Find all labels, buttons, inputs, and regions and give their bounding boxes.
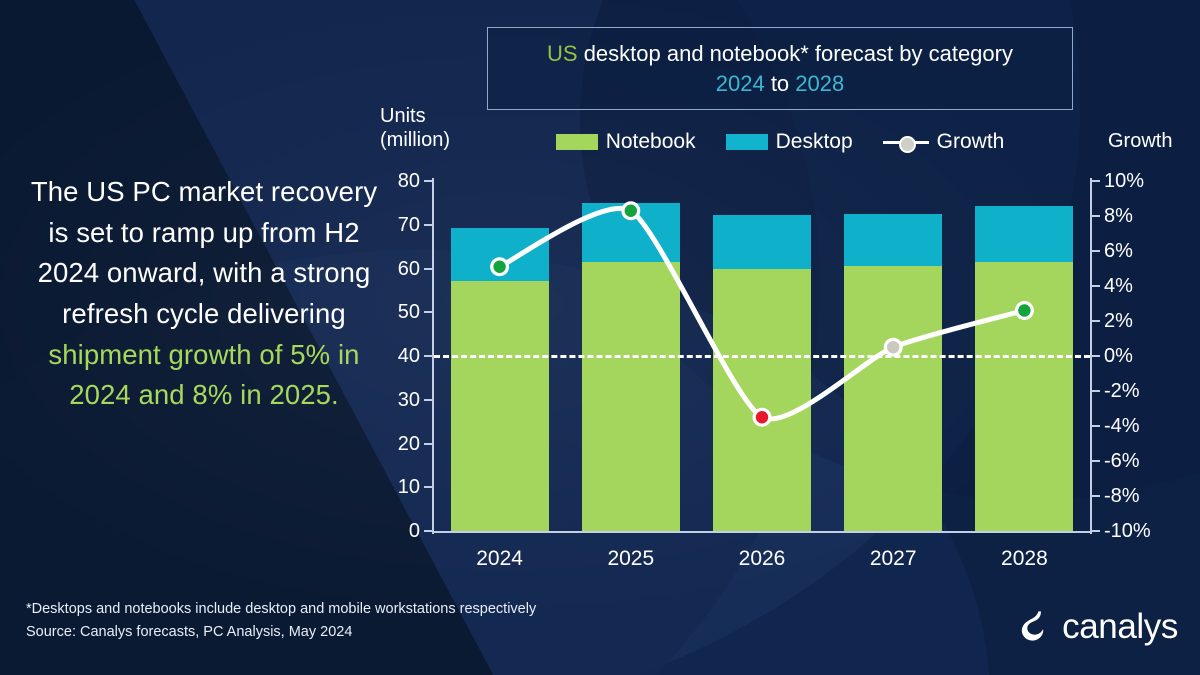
y-tick-left (424, 398, 432, 401)
footnote: *Desktops and notebooks include desktop … (26, 598, 536, 645)
bar-segment-desktop (581, 202, 680, 262)
legend-marker-growth-icon (882, 134, 929, 153)
y-tick-left (424, 355, 432, 357)
y-tick-label-right: -6% (1104, 450, 1140, 472)
bar-segment-notebook (581, 261, 680, 531)
x-axis-label-2027: 2027 (869, 547, 917, 570)
y-tick-label-right: 10% (1104, 170, 1145, 192)
y-tick-right (1092, 180, 1100, 182)
left-axis-title-line2: (million) (380, 129, 450, 152)
bar-2024[interactable] (450, 227, 549, 531)
title-year-to: 2028 (795, 70, 845, 96)
legend-swatch-notebook (555, 134, 598, 150)
y-tick-right (1092, 460, 1100, 462)
y-tick-label-right: -10% (1104, 520, 1151, 542)
chart-title-box: US desktop and notebook* forecast by cat… (487, 27, 1073, 110)
footnote-line1: *Desktops and notebooks include desktop … (26, 601, 537, 617)
title-to: to (764, 70, 796, 96)
x-axis-label-2026: 2026 (738, 547, 786, 570)
y-axis-right-line (1090, 178, 1092, 534)
y-tick-left (424, 311, 432, 314)
left-axis-title-line1: Units (380, 105, 426, 127)
bar-segment-desktop (975, 205, 1074, 262)
y-tick-label-right: 4% (1104, 275, 1133, 297)
bar-2028[interactable] (975, 205, 1074, 531)
y-tick-left (424, 486, 432, 489)
bar-2025[interactable] (581, 202, 680, 531)
bar-segment-desktop (450, 227, 549, 281)
y-tick-left (424, 180, 432, 182)
y-tick-label-left: 50 (397, 301, 420, 324)
x-axis-label-2025: 2025 (607, 547, 655, 570)
y-tick-left (424, 530, 432, 532)
y-tick-right (1092, 355, 1100, 357)
chart-legend: Notebook Desktop Growth (555, 126, 1004, 158)
bar-segment-desktop (713, 215, 811, 269)
bar-segment-notebook (844, 265, 943, 531)
y-tick-label-left: 30 (397, 388, 420, 411)
y-tick-right (1092, 530, 1100, 532)
y-tick-label-right: 2% (1104, 310, 1133, 332)
bar-segment-notebook (975, 261, 1074, 531)
y-tick-label-right: -8% (1104, 485, 1140, 507)
y-tick-label-left: 20 (397, 432, 420, 455)
legend-item-growth[interactable]: Growth (882, 130, 1005, 154)
canalys-wordmark: canalys (1062, 606, 1178, 646)
y-tick-left (424, 223, 432, 226)
y-tick-label-left: 10 (397, 476, 420, 499)
y-tick-label-left: 0 (408, 520, 420, 542)
bar-segment-notebook (450, 280, 549, 531)
legend-label-notebook: Notebook (605, 130, 696, 153)
legend-item-desktop[interactable]: Desktop (725, 130, 853, 154)
footnote-line2: Source: Canalys forecasts, PC Analysis, … (26, 624, 353, 641)
y-tick-label-right: 0% (1104, 345, 1133, 367)
left-axis-title: Units (million) (380, 104, 450, 153)
narrative-white: The US PC market recovery is set to ramp… (30, 176, 378, 330)
chart-title: US desktop and notebook* forecast by cat… (547, 39, 1013, 98)
y-tick-left (424, 442, 432, 445)
bar-segment-desktop (844, 213, 943, 266)
x-axis-label-2024: 2024 (476, 547, 523, 570)
y-axis-left-line (432, 178, 434, 534)
x-axis-line (432, 531, 1092, 533)
y-tick-left (424, 267, 432, 270)
y-tick-label-left: 60 (397, 257, 420, 280)
bar-2027[interactable] (844, 213, 943, 531)
zero-reference-line (434, 355, 1090, 358)
bar-segment-notebook (713, 268, 811, 531)
y-tick-label-right: 8% (1104, 205, 1133, 227)
x-axis-label-2028: 2028 (1001, 547, 1048, 570)
title-year-from: 2024 (715, 70, 765, 96)
narrative-highlight: shipment growth of 5% in 2024 and 8% in … (48, 338, 360, 411)
right-axis-title: Growth (1108, 130, 1173, 152)
y-tick-label-right: -2% (1104, 380, 1140, 402)
y-tick-right (1092, 425, 1100, 427)
y-tick-label-right: 6% (1104, 240, 1133, 262)
y-tick-right (1092, 390, 1100, 392)
y-axis-left-labels: 80 70 60 50 40 30 20 10 0 (362, 0, 420, 675)
y-tick-label-left: 80 (397, 170, 420, 192)
narrative-text: The US PC market recovery is set to ramp… (18, 172, 390, 416)
y-tick-right (1092, 285, 1100, 287)
y-tick-label-right: -4% (1104, 415, 1140, 437)
narrative-tail: . (331, 379, 339, 411)
canalys-swirl-icon (1021, 611, 1044, 641)
y-tick-label-left: 40 (397, 345, 420, 367)
legend-item-notebook[interactable]: Notebook (555, 130, 696, 154)
y-tick-label-left: 70 (397, 213, 420, 236)
canalys-logo: canalys (1013, 606, 1178, 646)
y-tick-right (1092, 320, 1100, 322)
y-axis-right-labels: 10% 8% 6% 4% 2% 0% -2% -4% -6% -8% -10% (1104, 0, 1170, 675)
legend-swatch-desktop (725, 134, 768, 150)
bar-2026[interactable] (713, 215, 811, 531)
title-us: US (547, 41, 578, 67)
y-tick-right (1092, 495, 1100, 497)
y-tick-right (1092, 250, 1100, 252)
legend-label-desktop: Desktop (775, 130, 853, 153)
legend-label-growth: Growth (936, 130, 1005, 153)
y-tick-right (1092, 215, 1100, 217)
title-rest: desktop and notebook* forecast by catego… (577, 41, 1013, 67)
